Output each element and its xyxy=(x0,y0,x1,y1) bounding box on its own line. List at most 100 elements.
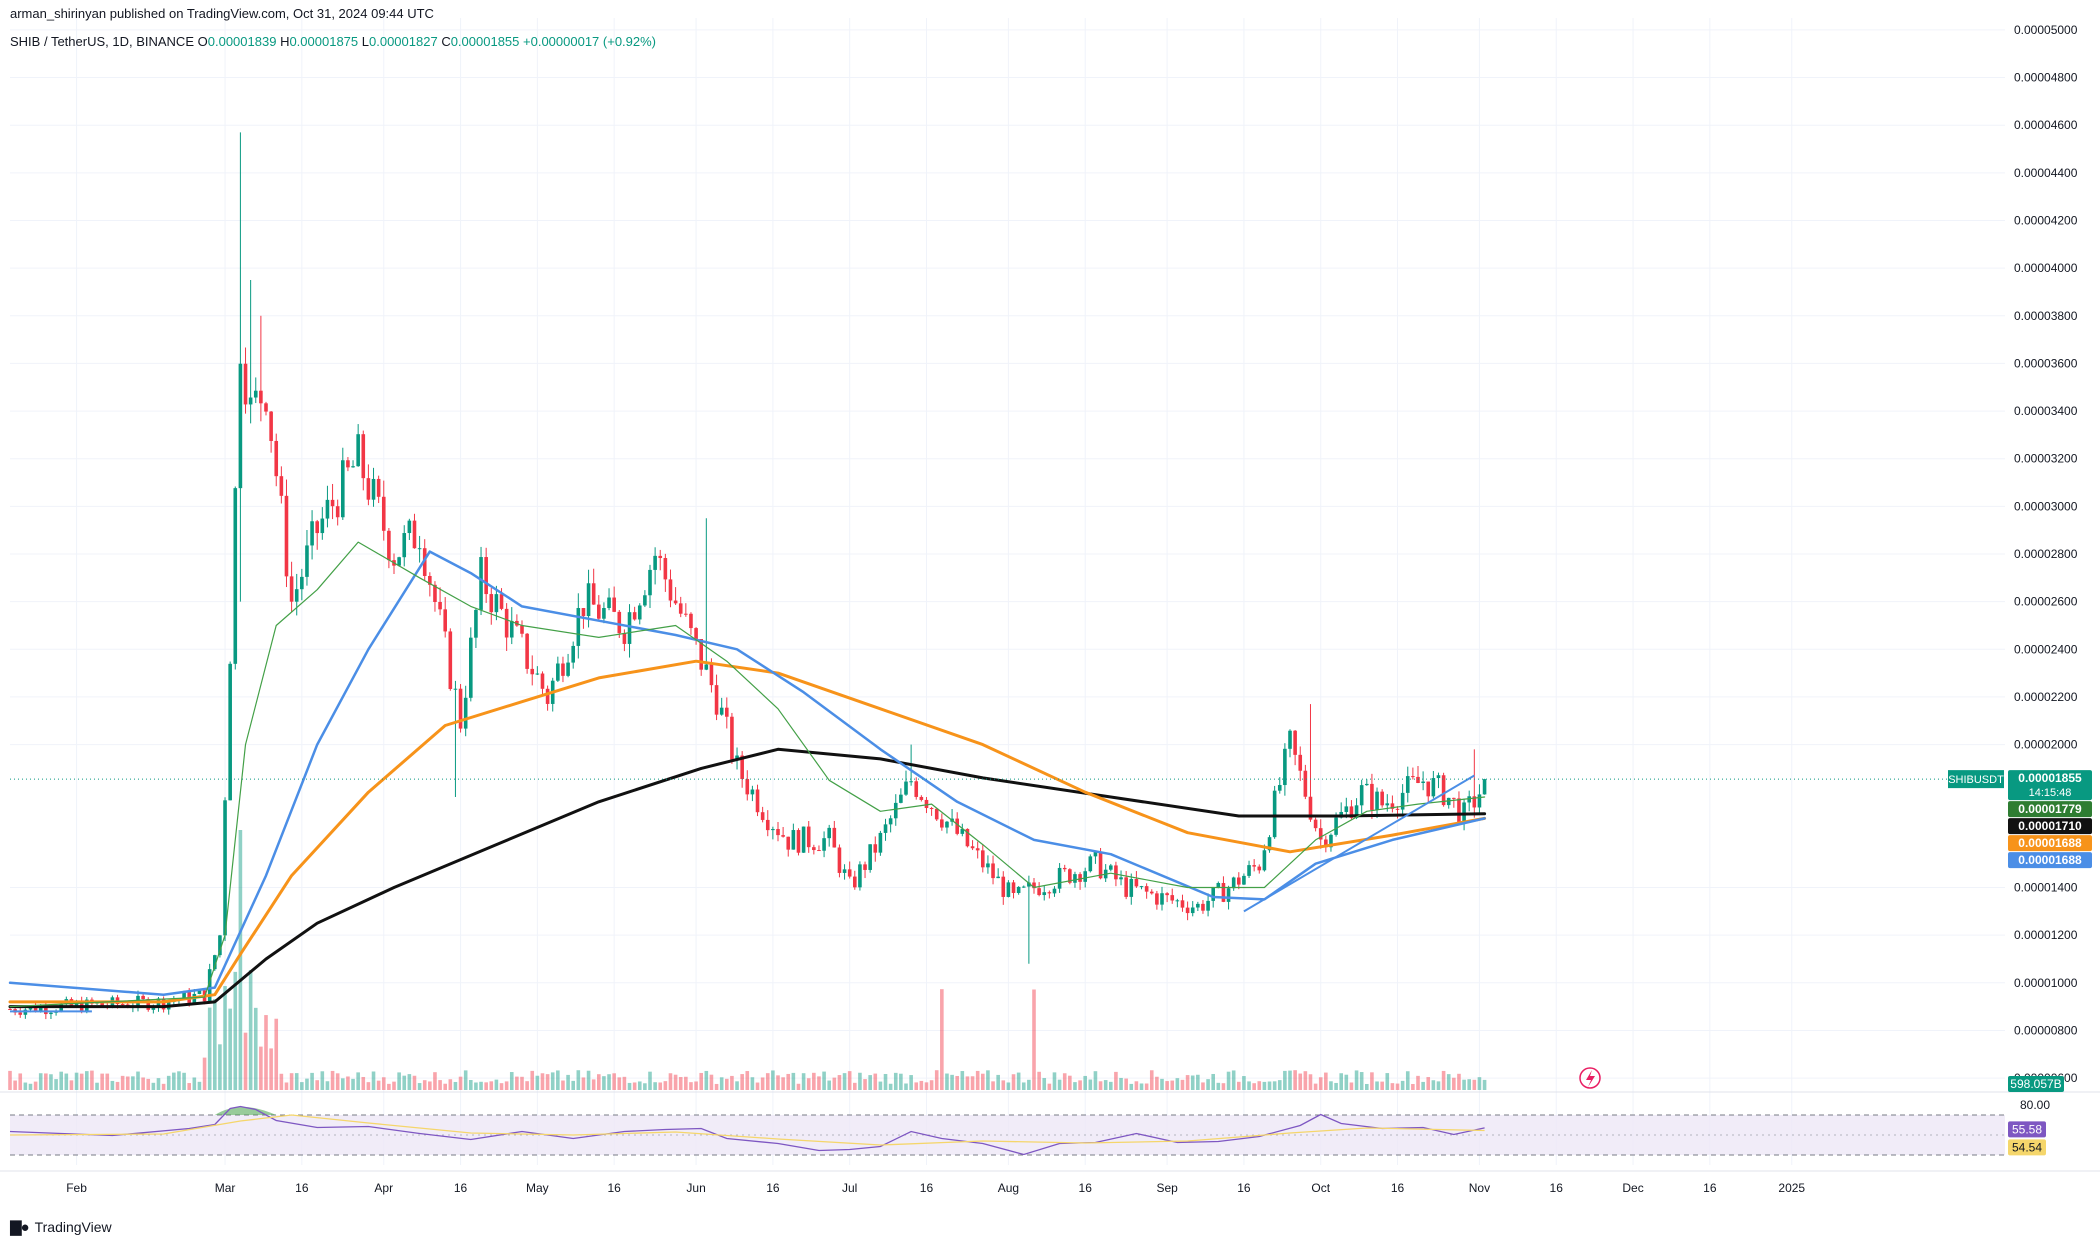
volume-bar xyxy=(151,1082,156,1090)
volume-bar xyxy=(1160,1078,1164,1090)
volume-bar xyxy=(1380,1081,1384,1090)
x-tick-label: 16 xyxy=(607,1181,621,1195)
x-tick-label: 16 xyxy=(1550,1181,1564,1195)
candle-body xyxy=(1308,796,1313,820)
volume-bar xyxy=(371,1071,376,1090)
price-tag xyxy=(2008,818,2092,835)
tradingview-logo[interactable]: ▇● TradingView xyxy=(10,1218,112,1236)
candle-body xyxy=(1431,778,1436,797)
candle-body xyxy=(893,802,898,819)
volume-bar xyxy=(310,1072,314,1090)
candle-body xyxy=(346,460,350,468)
x-tick-label: May xyxy=(526,1181,549,1195)
volume-bar xyxy=(18,1073,23,1090)
candle-body xyxy=(458,688,463,729)
candle-body xyxy=(1262,850,1267,871)
candle-body xyxy=(1088,856,1093,872)
candle-body xyxy=(376,478,381,497)
volume-bar xyxy=(965,1076,970,1090)
candle-body xyxy=(1190,907,1195,914)
volume-bar xyxy=(105,1073,110,1090)
candle-body xyxy=(535,673,540,675)
candle-body xyxy=(899,794,903,803)
candle-body xyxy=(1370,783,1374,810)
volume-bar xyxy=(202,1057,207,1090)
candle-body xyxy=(361,434,366,479)
y-tick-label: 0.00003400 xyxy=(2014,404,2078,418)
volume-bar xyxy=(1298,1073,1303,1090)
volume-bar xyxy=(1042,1078,1047,1090)
symbol-tag xyxy=(1948,770,2004,789)
volume-bar xyxy=(1068,1075,1072,1090)
volume-bar xyxy=(832,1077,837,1090)
volume-bar xyxy=(873,1073,878,1090)
candle-body xyxy=(1037,888,1041,896)
volume-bar xyxy=(1088,1079,1093,1090)
candle-body xyxy=(284,495,289,577)
volume-bar xyxy=(571,1080,575,1090)
volume-bar xyxy=(709,1074,714,1090)
candle-body xyxy=(704,664,709,670)
candle-body xyxy=(858,864,862,888)
high-label: H xyxy=(280,34,290,49)
volume-bar xyxy=(74,1072,79,1090)
candle-body xyxy=(1257,866,1262,871)
volume-bar xyxy=(407,1074,412,1090)
volume-bar xyxy=(1083,1075,1087,1090)
candle-body xyxy=(719,707,724,715)
candle-body xyxy=(182,992,186,1000)
volume-bar xyxy=(663,1081,668,1090)
candle-body xyxy=(1221,882,1226,902)
volume-bar xyxy=(402,1075,407,1090)
candle-body xyxy=(402,533,407,558)
candle-body xyxy=(637,605,642,620)
volume-bar xyxy=(269,1048,273,1090)
volume-bar xyxy=(156,1078,161,1090)
symbol-line[interactable]: SHIB / TetherUS, 1D, BINANCE xyxy=(10,34,194,49)
volume-bar xyxy=(632,1082,637,1090)
candle-body xyxy=(1231,877,1236,889)
rsi-ma-label: 54.54 xyxy=(2012,1140,2042,1154)
candle-body xyxy=(494,594,499,613)
volume-bar xyxy=(484,1082,488,1090)
candle-body xyxy=(1237,877,1241,885)
candle-body xyxy=(796,830,801,853)
candle-body xyxy=(1375,791,1379,810)
candle-body xyxy=(612,597,616,612)
volume-bar xyxy=(929,1080,934,1090)
candle-body xyxy=(1129,878,1134,897)
volume-bar xyxy=(279,1073,284,1090)
volume-bar xyxy=(689,1082,693,1090)
y-tick-label: 0.00002200 xyxy=(2014,690,2078,704)
candle-body xyxy=(366,478,371,500)
candle-body xyxy=(581,608,586,617)
volume-bar xyxy=(581,1077,586,1090)
volume-bar xyxy=(1027,1079,1031,1090)
candle-body xyxy=(8,1009,12,1011)
candle-body xyxy=(289,576,294,602)
volume-bar xyxy=(38,1073,43,1090)
volume-bar xyxy=(796,1083,801,1090)
volume-bar xyxy=(13,1080,17,1090)
candle-body xyxy=(853,876,857,888)
candle-body xyxy=(591,583,596,605)
candle-body xyxy=(325,499,330,519)
change-value: +0.00000017 (+0.92%) xyxy=(523,34,657,49)
volume-bar xyxy=(725,1078,729,1090)
volume-bar xyxy=(1119,1077,1123,1090)
volume-bar xyxy=(64,1073,69,1090)
candle-body xyxy=(745,779,750,795)
candle-body xyxy=(504,608,509,638)
volume-bar xyxy=(1283,1070,1287,1090)
lightning-bolt xyxy=(1586,1070,1595,1087)
candle-body xyxy=(975,848,980,851)
volume-bar xyxy=(438,1080,442,1090)
candle-body xyxy=(1324,839,1328,848)
volume-bar xyxy=(1441,1070,1446,1090)
candle-body xyxy=(617,611,622,634)
volume-bar xyxy=(673,1074,678,1090)
candle-body xyxy=(1242,875,1246,885)
volume-bar xyxy=(776,1075,780,1090)
candle-body xyxy=(120,1004,125,1006)
